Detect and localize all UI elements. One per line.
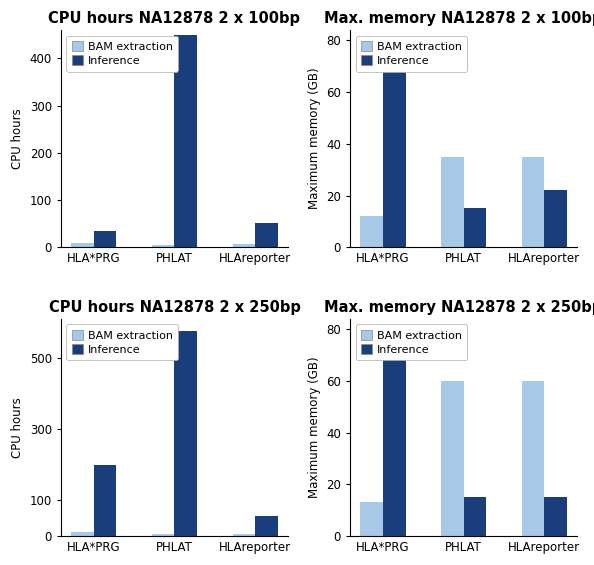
Bar — [522, 157, 544, 247]
Legend: BAM extraction, Inference: BAM extraction, Inference — [356, 324, 467, 360]
Title: Max. memory NA12878 2 x 100bp: Max. memory NA12878 2 x 100bp — [324, 11, 594, 26]
Y-axis label: Maximum memory (GB): Maximum memory (GB) — [308, 357, 321, 498]
Bar — [255, 516, 277, 536]
Bar — [152, 245, 175, 247]
Bar — [255, 223, 277, 247]
Title: CPU hours NA12878 2 x 100bp: CPU hours NA12878 2 x 100bp — [49, 11, 301, 26]
Y-axis label: CPU hours: CPU hours — [11, 108, 24, 169]
Bar — [361, 502, 383, 536]
Bar — [441, 381, 464, 536]
Bar — [441, 157, 464, 247]
Title: CPU hours NA12878 2 x 250bp: CPU hours NA12878 2 x 250bp — [49, 300, 301, 315]
Bar — [464, 497, 486, 536]
Bar — [94, 231, 116, 247]
Title: Max. memory NA12878 2 x 250bp: Max. memory NA12878 2 x 250bp — [324, 300, 594, 315]
Bar — [464, 208, 486, 247]
Y-axis label: CPU hours: CPU hours — [11, 397, 24, 458]
Bar — [361, 216, 383, 247]
Bar — [522, 381, 544, 536]
Legend: BAM extraction, Inference: BAM extraction, Inference — [356, 36, 467, 72]
Bar — [544, 497, 567, 536]
Bar — [152, 534, 175, 536]
Bar — [383, 342, 406, 536]
Y-axis label: Maximum memory (GB): Maximum memory (GB) — [308, 68, 321, 210]
Bar — [94, 465, 116, 536]
Bar — [232, 244, 255, 247]
Legend: BAM extraction, Inference: BAM extraction, Inference — [67, 36, 178, 72]
Bar — [71, 532, 94, 536]
Bar — [175, 331, 197, 536]
Bar — [544, 190, 567, 247]
Bar — [71, 244, 94, 247]
Bar — [175, 35, 197, 247]
Bar — [383, 53, 406, 247]
Bar — [232, 534, 255, 536]
Legend: BAM extraction, Inference: BAM extraction, Inference — [67, 324, 178, 360]
